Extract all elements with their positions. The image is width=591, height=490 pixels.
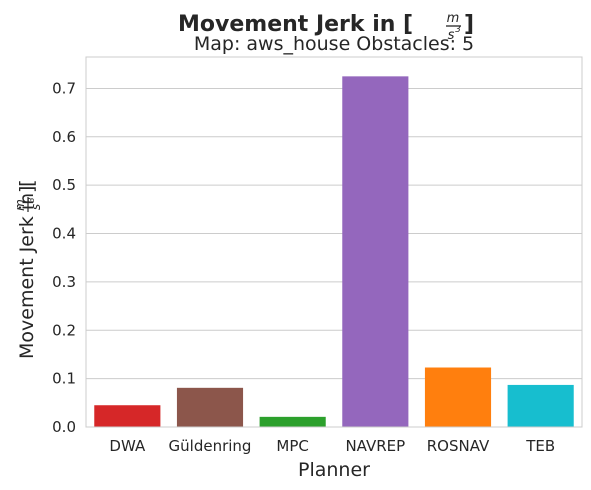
y-tick-label: 0.0	[52, 418, 76, 436]
bars	[94, 76, 574, 427]
y-axis-label-unit-numerator: m	[13, 199, 27, 211]
y-axis-label-unit-denominator: s	[29, 204, 43, 210]
y-tick-label: 0.7	[52, 79, 76, 97]
y-tick-label: 0.5	[52, 176, 76, 194]
y-tick-label: 0.2	[52, 321, 76, 339]
y-axis-label-text: Movement Jerk in [	[16, 179, 38, 359]
y-tick-label: 0.6	[52, 128, 76, 146]
chart-title-text: Movement Jerk in [	[178, 12, 413, 37]
chart-title: Movement Jerk in [ m s 3 ]	[178, 11, 474, 43]
bar-navrep	[342, 76, 409, 427]
bar-teb	[507, 384, 574, 427]
chart-title-unit-numerator: m	[447, 11, 460, 26]
chart-title-unit-denominator: s	[448, 28, 455, 43]
y-axis-label: Movement Jerk in [ m s 3 ]	[13, 179, 43, 359]
x-axis-label: Planner	[298, 459, 370, 481]
x-tick-label: MPC	[276, 437, 308, 455]
x-tick-label: ROSNAV	[427, 437, 490, 455]
x-tick-labels: DWA Güldenring MPC NAVREP ROSNAV TEB	[109, 437, 555, 455]
plot-frame	[85, 56, 583, 428]
bar-g-ldenring	[176, 387, 244, 427]
y-tick-label: 0.4	[52, 225, 76, 243]
x-tick-label: Güldenring	[169, 437, 252, 455]
y-tick-labels: 0.0 0.1 0.2 0.3 0.4 0.5 0.6 0.7	[52, 79, 76, 436]
chart-subtitle: Map: aws_house Obstacles: 5	[194, 33, 474, 55]
x-tick-label: NAVREP	[345, 437, 405, 455]
y-tick-label: 0.3	[52, 273, 76, 291]
bar-rosnav	[424, 367, 492, 427]
chart-title-close: ]	[464, 12, 474, 37]
y-axis-label-close: ]	[16, 186, 38, 193]
chart-title-unit-exponent: 3	[455, 25, 461, 35]
y-tick-label: 0.1	[52, 370, 76, 388]
bar-mpc	[259, 416, 326, 427]
x-tick-label: TEB	[525, 437, 555, 455]
gridlines	[86, 87, 582, 380]
y-axis-label-unit-exponent: 3	[27, 197, 36, 202]
x-tick-label: DWA	[109, 437, 146, 455]
bar-dwa	[94, 405, 161, 427]
